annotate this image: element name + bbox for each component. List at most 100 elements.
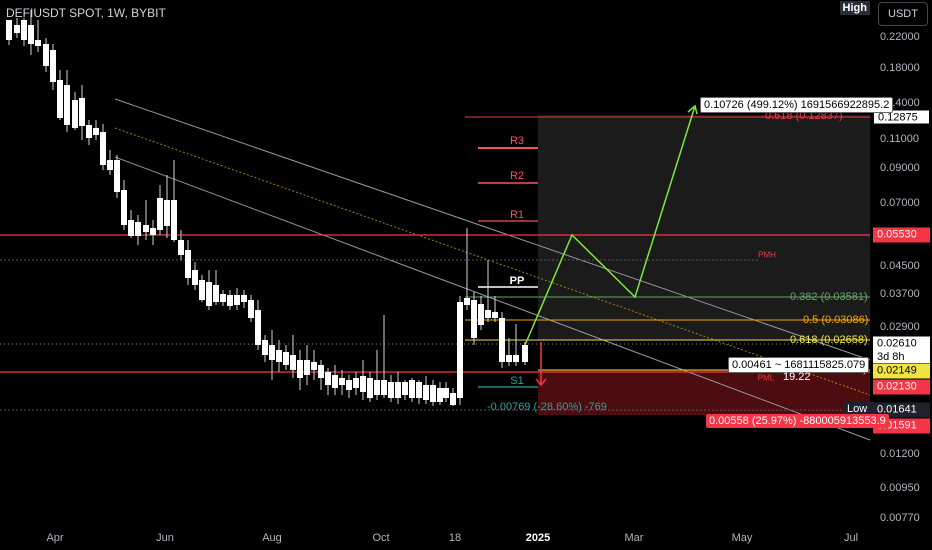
- channel-line-upper: [114, 98, 871, 361]
- price-tick: 0.22000: [880, 31, 920, 43]
- candles-layer: [6, 10, 528, 406]
- projection-arrowhead: [687, 104, 698, 115]
- candle-body: [213, 285, 219, 302]
- candle-body: [304, 360, 310, 375]
- candle-body: [6, 20, 12, 40]
- candle-body: [360, 376, 366, 392]
- candle-body: [178, 240, 184, 255]
- price-tick: 0.00950: [880, 482, 920, 494]
- candle-body: [248, 300, 254, 318]
- candle-body: [513, 355, 519, 362]
- time-tick: Apr: [46, 532, 64, 544]
- candle-body: [290, 355, 296, 370]
- entry-price-tag: 0.02149: [873, 363, 930, 379]
- candle-body: [450, 393, 456, 405]
- candle-body: [14, 25, 20, 33]
- currency-button[interactable]: USDT: [878, 2, 928, 26]
- candle-body: [206, 282, 212, 306]
- candle-body: [499, 318, 505, 362]
- channel-line-mid: [114, 127, 871, 396]
- countdown-tag: 3d 8h: [873, 351, 930, 363]
- pmh-label: PMH: [758, 250, 776, 260]
- candle-body: [43, 44, 49, 66]
- candle-body: [28, 25, 34, 44]
- candle-body: [21, 20, 27, 40]
- channel-line-lower: [114, 156, 871, 441]
- time-tick: Mar: [624, 532, 644, 544]
- time-tick: Oct: [372, 532, 390, 544]
- ratio-label: 19.22: [783, 371, 811, 383]
- support-price-tag: 0.02130: [873, 379, 930, 395]
- candle-body: [185, 250, 191, 278]
- candle-body: [409, 380, 415, 398]
- stop-label: 0.00558 (25.97%) -880005913553.9: [706, 414, 889, 428]
- pivot-r2-label: R2: [509, 170, 525, 182]
- pivot-r3-label: R3: [509, 135, 525, 147]
- candle-body: [430, 385, 436, 402]
- candle-body: [522, 345, 528, 362]
- time-tick: 18: [448, 532, 462, 544]
- candle-body: [485, 310, 491, 318]
- target-label: 0.10726 (499.12%) 1691566922895.2: [700, 97, 894, 113]
- fib-0382-label: 0.382 (0.03581): [790, 291, 868, 303]
- candle-body: [107, 160, 113, 170]
- current-price-tag: 0.02610: [873, 336, 930, 352]
- fib-0618-top-label: 0.618 (0.12837): [765, 110, 843, 122]
- candle-body: [276, 350, 282, 362]
- candle-body: [255, 310, 261, 345]
- candle-body: [164, 200, 170, 226]
- fib-0618-label: 0.618 (0.02658): [790, 334, 868, 346]
- measure-label: -0.00769 (-28.60%) -769: [487, 401, 607, 413]
- projection-path: [524, 105, 696, 346]
- pivot-s1-label: S1: [510, 375, 524, 387]
- candle-body: [492, 312, 498, 318]
- candle-body: [311, 362, 317, 370]
- candle-body: [234, 295, 240, 305]
- price-tick: 0.04500: [880, 260, 920, 272]
- candle-body: [192, 270, 198, 285]
- candle-body: [121, 190, 127, 225]
- price-tick: 0.07000: [880, 197, 920, 209]
- candle-body: [283, 352, 289, 365]
- time-tick: Jul: [843, 532, 859, 544]
- price-tick: 0.09000: [880, 162, 920, 174]
- candle-body: [353, 378, 359, 388]
- time-tick: Jun: [156, 532, 174, 544]
- price-tick: 0.03700: [880, 288, 920, 300]
- candle-body: [72, 100, 78, 128]
- price-tick: 0.02900: [880, 321, 920, 333]
- candle-body: [150, 228, 156, 235]
- candle-body: [157, 198, 163, 230]
- candle-body: [367, 378, 373, 398]
- candle-body: [227, 295, 233, 306]
- candle-body: [478, 304, 484, 325]
- candle-body: [100, 132, 106, 165]
- candle-body: [79, 98, 85, 126]
- candle-body: [416, 382, 422, 398]
- price-tick: 0.01200: [880, 448, 920, 460]
- candle-body: [325, 372, 331, 385]
- candle-body: [423, 385, 429, 400]
- candle-body: [93, 128, 99, 135]
- symbol-title: DEFIUSDT SPOT, 1W, BYBIT: [6, 6, 166, 20]
- candle-body: [395, 382, 401, 398]
- candle-body: [269, 345, 275, 360]
- candle-body: [339, 378, 345, 385]
- price-tick: 0.18000: [880, 62, 920, 74]
- high-badge: High: [839, 1, 870, 15]
- pivot-pp-label: PP: [509, 275, 525, 287]
- candle-body: [464, 298, 470, 305]
- fib-05-label: 0.5 (0.03086): [803, 314, 869, 326]
- candle-body: [220, 294, 226, 302]
- candle-body: [471, 300, 477, 338]
- candle-body: [332, 375, 338, 388]
- pml-label: PML: [757, 373, 775, 383]
- pivot-r1-label: R1: [509, 209, 525, 221]
- candle-body: [443, 388, 449, 398]
- candle-body: [457, 302, 463, 398]
- candle-body: [86, 125, 92, 138]
- candle-body: [143, 225, 149, 232]
- candle-body: [50, 50, 56, 82]
- candle-body: [297, 360, 303, 378]
